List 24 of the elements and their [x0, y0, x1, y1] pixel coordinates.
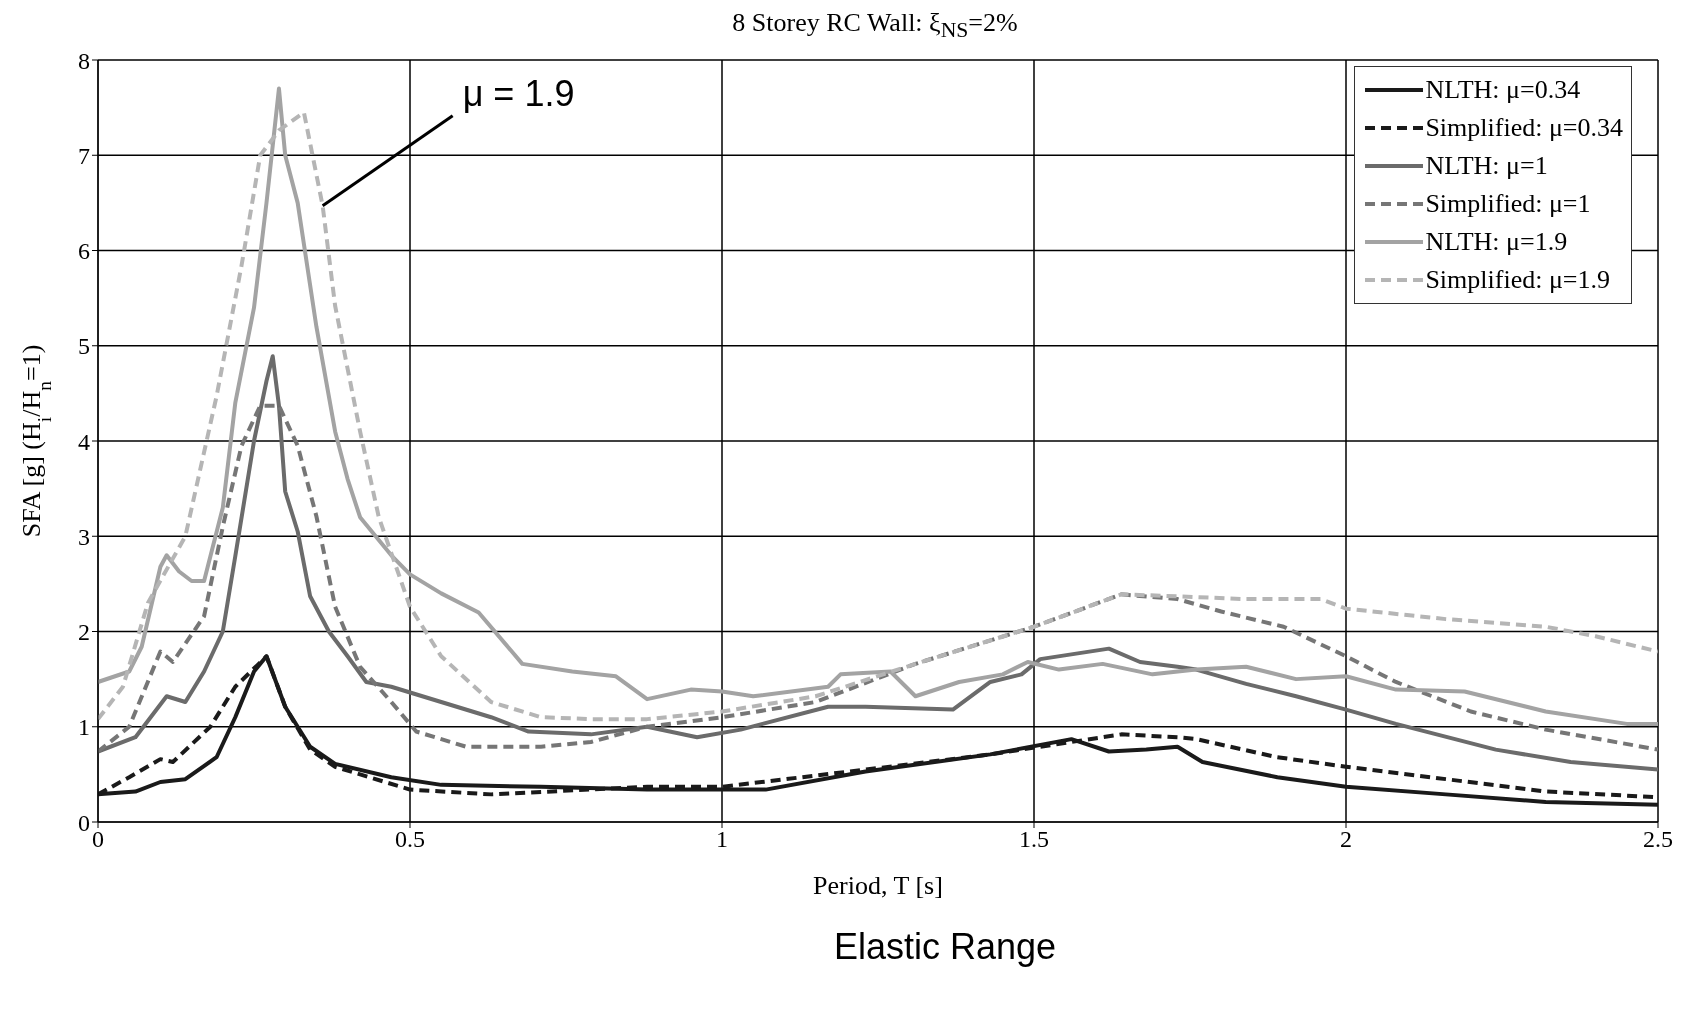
x-tick-label: 2: [1340, 826, 1352, 853]
x-tick-label: 2.5: [1643, 826, 1673, 853]
annotation: μ = 1.9: [462, 72, 575, 114]
legend-label: NLTH: μ=0.34: [1425, 75, 1581, 105]
y-tick-label: 6: [78, 238, 90, 265]
y-tick-label: 8: [78, 47, 90, 74]
legend-label: Simplified: μ=0.34: [1425, 113, 1623, 143]
legend-label: NLTH: μ=1.9: [1425, 227, 1568, 257]
x-axis-title: Period, T [s]: [813, 871, 943, 900]
legend-label: NLTH: μ=1: [1425, 151, 1548, 181]
x-tick-label: 0.5: [395, 826, 425, 853]
y-tick-label: 1: [78, 714, 90, 741]
y-tick-label: 4: [78, 428, 90, 455]
x-tick-label: 1: [716, 826, 728, 853]
y-tick-label: 7: [78, 142, 90, 169]
y-tick-label: 0: [78, 809, 90, 836]
legend-label: Simplified: μ=1: [1425, 189, 1591, 219]
x-tick-label: 1.5: [1019, 826, 1049, 853]
y-tick-label: 3: [78, 523, 90, 550]
y-tick-label: 5: [78, 333, 90, 360]
text: Elastic Range: [832, 926, 1058, 968]
legend-label: Simplified: μ=1.9: [1425, 265, 1610, 295]
chart-title: 8 Storey RC Wall: ξ$_{NS}$=2%: [732, 8, 1018, 43]
y-tick-label: 2: [78, 619, 90, 646]
